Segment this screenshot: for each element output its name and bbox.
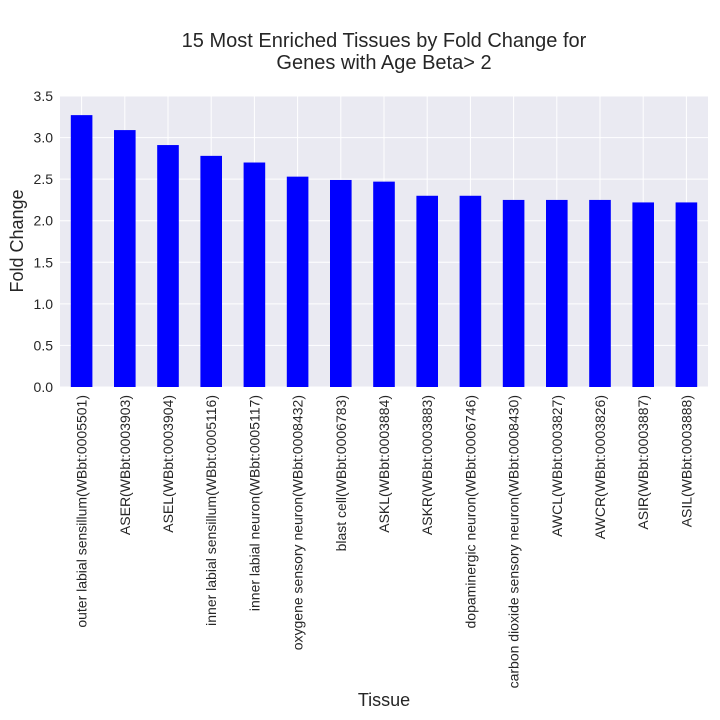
y-tick-label: 2.5 [34,171,54,187]
x-tick-label: AWCL(WBbt:0003827) [549,395,565,537]
x-tick-label: ASKL(WBbt:0003884) [376,395,392,533]
bar [330,179,352,387]
x-tick-label: inner labial sensillum(WBbt:0005116) [203,395,219,626]
x-axis-label: Tissue [358,690,410,710]
y-tick-label: 1.0 [34,296,54,312]
x-tick-label: blast cell(WBbt:0006783) [333,395,349,551]
bar [157,145,179,387]
bar [70,115,93,387]
y-tick-label: 0.5 [34,337,54,353]
bar [546,199,568,387]
bar [675,202,698,387]
bar [286,176,309,387]
x-tick-label: carbon dioxide sensory neuron(WBbt:00084… [506,395,522,688]
chart-title-line-1: 15 Most Enriched Tissues by Fold Change … [182,30,587,52]
bar [416,195,438,387]
y-tick-label: 1.5 [34,254,54,270]
x-tick-label: ASEL(WBbt:0003904) [160,395,176,533]
y-tick-label: 3.5 [34,88,54,104]
x-tick-label: ASER(WBbt:0003903) [117,395,133,535]
y-tick-label: 3.0 [34,130,54,146]
y-axis-label: Fold Change [7,189,27,292]
x-tick-label: oxygene sensory neuron(WBbt:0008432) [290,395,306,650]
x-tick-label: ASIR(WBbt:0003887) [635,395,651,530]
bar [114,130,136,388]
x-tick-labels: outer labial sensillum(WBbt:0005501) ASER… [74,395,695,688]
x-tick-label: AWCR(WBbt:0003826) [592,395,608,539]
bar [459,195,482,387]
chart-title-line-2: Genes with Age Beta> 2 [276,52,491,74]
bar [502,199,525,387]
x-tick-label: ASIL(WBbt:0003888) [678,395,694,527]
x-tick-label: inner labial neuron(WBbt:0005117) [246,395,262,611]
y-tick-label: 0.0 [34,379,54,395]
bar [373,181,395,387]
bar [243,162,266,387]
y-tick-labels: 0.0 0.5 1.0 1.5 2.0 2.5 3.0 3.5 [34,88,54,395]
x-tick-label: dopaminergic neuron(WBbt:0006746) [462,395,478,628]
x-tick-label: outer labial sensillum(WBbt:0005501) [74,395,90,628]
y-tick-label: 2.0 [34,213,54,229]
bar [632,202,654,387]
bar [589,199,611,387]
bars [70,115,698,388]
x-tick-label: ASKR(WBbt:0003883) [419,395,435,535]
bar [200,155,222,387]
